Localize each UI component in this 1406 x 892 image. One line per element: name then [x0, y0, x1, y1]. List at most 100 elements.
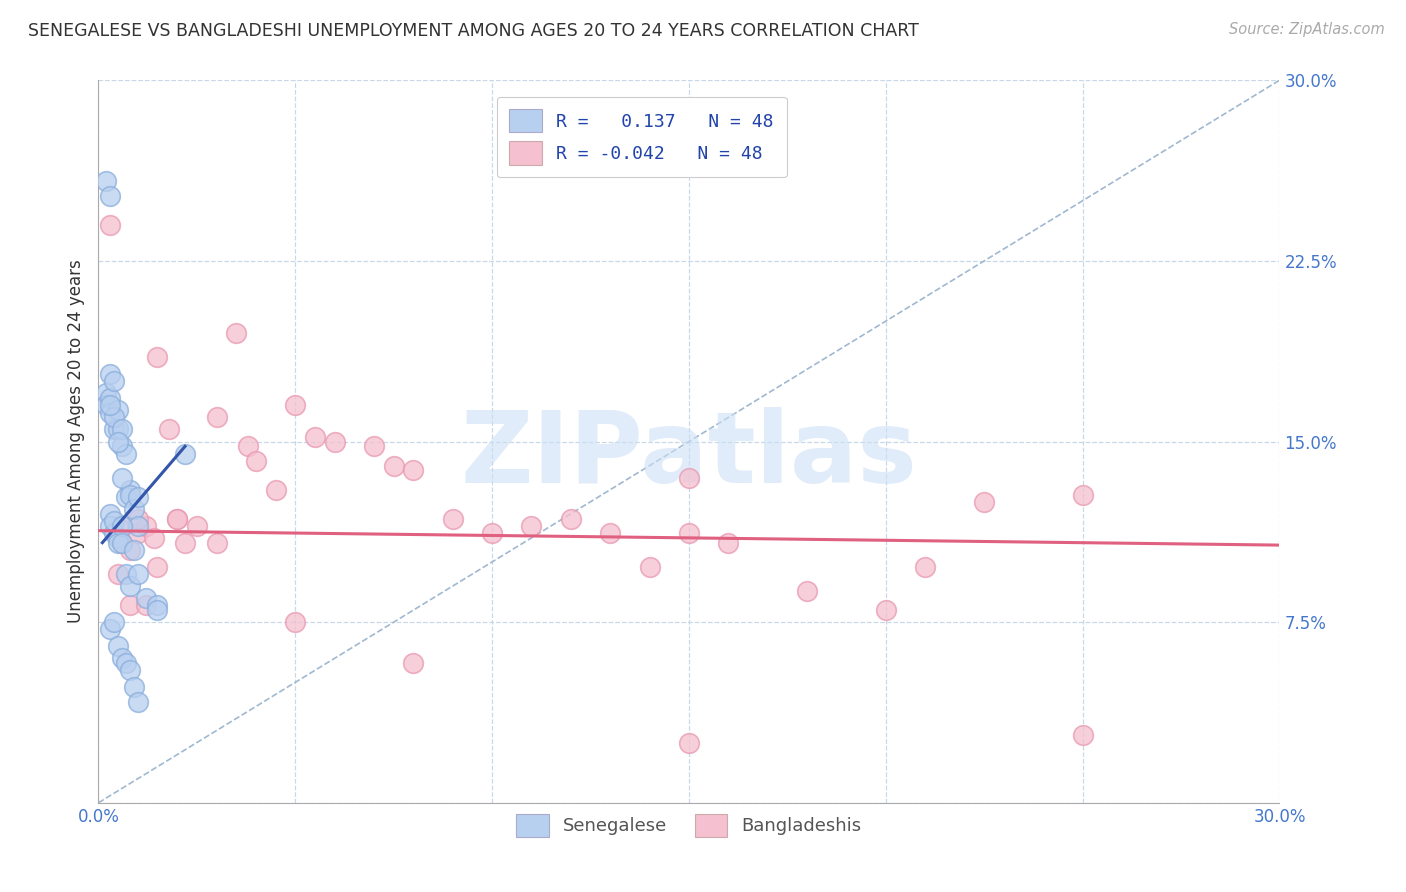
- Point: [146, 559, 169, 574]
- Point: [103, 526, 125, 541]
- Point: [111, 518, 134, 533]
- Point: [135, 591, 157, 605]
- Point: [174, 446, 197, 460]
- Point: [973, 494, 995, 508]
- Point: [205, 535, 228, 549]
- Point: [118, 542, 141, 557]
- Point: [107, 567, 129, 582]
- Point: [98, 507, 121, 521]
- Point: [135, 599, 157, 613]
- Point: [98, 218, 121, 232]
- Point: [875, 603, 897, 617]
- Point: [107, 518, 129, 533]
- Point: [146, 350, 169, 364]
- Point: [174, 535, 197, 549]
- Point: [638, 559, 661, 574]
- Point: [402, 656, 425, 670]
- Point: [127, 567, 149, 582]
- Point: [111, 422, 134, 436]
- Point: [118, 579, 141, 593]
- Point: [111, 535, 134, 549]
- Point: [245, 454, 267, 468]
- Point: [115, 567, 138, 582]
- Point: [107, 535, 129, 549]
- Point: [127, 490, 149, 504]
- Point: [402, 463, 425, 477]
- Point: [103, 615, 125, 630]
- Point: [481, 526, 503, 541]
- Point: [166, 511, 188, 525]
- Point: [107, 422, 129, 436]
- Point: [382, 458, 405, 473]
- Point: [118, 599, 141, 613]
- Point: [717, 535, 740, 549]
- Point: [157, 422, 180, 436]
- Point: [284, 615, 307, 630]
- Point: [135, 518, 157, 533]
- Point: [115, 656, 138, 670]
- Y-axis label: Unemployment Among Ages 20 to 24 years: Unemployment Among Ages 20 to 24 years: [66, 260, 84, 624]
- Point: [107, 434, 129, 449]
- Point: [914, 559, 936, 574]
- Point: [118, 483, 141, 497]
- Point: [323, 434, 346, 449]
- Text: Source: ZipAtlas.com: Source: ZipAtlas.com: [1229, 22, 1385, 37]
- Point: [98, 391, 121, 405]
- Point: [363, 439, 385, 453]
- Point: [118, 487, 141, 501]
- Point: [796, 583, 818, 598]
- Point: [166, 511, 188, 525]
- Point: [96, 386, 118, 401]
- Point: [96, 398, 118, 412]
- Point: [441, 511, 464, 525]
- Point: [122, 680, 145, 694]
- Point: [127, 511, 149, 525]
- Point: [118, 664, 141, 678]
- Point: [142, 531, 165, 545]
- Point: [98, 406, 121, 420]
- Point: [560, 511, 582, 525]
- Point: [107, 531, 129, 545]
- Point: [236, 439, 259, 453]
- Point: [678, 526, 700, 541]
- Point: [98, 189, 121, 203]
- Point: [111, 651, 134, 665]
- Point: [98, 398, 121, 412]
- Point: [1071, 487, 1094, 501]
- Legend: Senegalese, Bangladeshis: Senegalese, Bangladeshis: [509, 806, 869, 845]
- Point: [98, 623, 121, 637]
- Point: [304, 430, 326, 444]
- Point: [98, 367, 121, 381]
- Point: [264, 483, 287, 497]
- Point: [146, 599, 169, 613]
- Text: SENEGALESE VS BANGLADESHI UNEMPLOYMENT AMONG AGES 20 TO 24 YEARS CORRELATION CHA: SENEGALESE VS BANGLADESHI UNEMPLOYMENT A…: [28, 22, 920, 40]
- Point: [115, 490, 138, 504]
- Point: [107, 403, 129, 417]
- Point: [115, 446, 138, 460]
- Point: [146, 603, 169, 617]
- Point: [122, 542, 145, 557]
- Point: [127, 518, 149, 533]
- Point: [678, 470, 700, 484]
- Point: [186, 518, 208, 533]
- Point: [678, 735, 700, 749]
- Point: [107, 639, 129, 653]
- Point: [520, 518, 543, 533]
- Point: [205, 410, 228, 425]
- Point: [103, 374, 125, 388]
- Point: [127, 695, 149, 709]
- Point: [122, 502, 145, 516]
- Point: [103, 422, 125, 436]
- Point: [284, 398, 307, 412]
- Point: [1071, 728, 1094, 742]
- Text: ZIPatlas: ZIPatlas: [461, 408, 917, 505]
- Point: [225, 326, 247, 340]
- Point: [599, 526, 621, 541]
- Point: [103, 410, 125, 425]
- Point: [111, 439, 134, 453]
- Point: [98, 518, 121, 533]
- Point: [111, 535, 134, 549]
- Point: [111, 470, 134, 484]
- Point: [103, 514, 125, 528]
- Point: [127, 526, 149, 541]
